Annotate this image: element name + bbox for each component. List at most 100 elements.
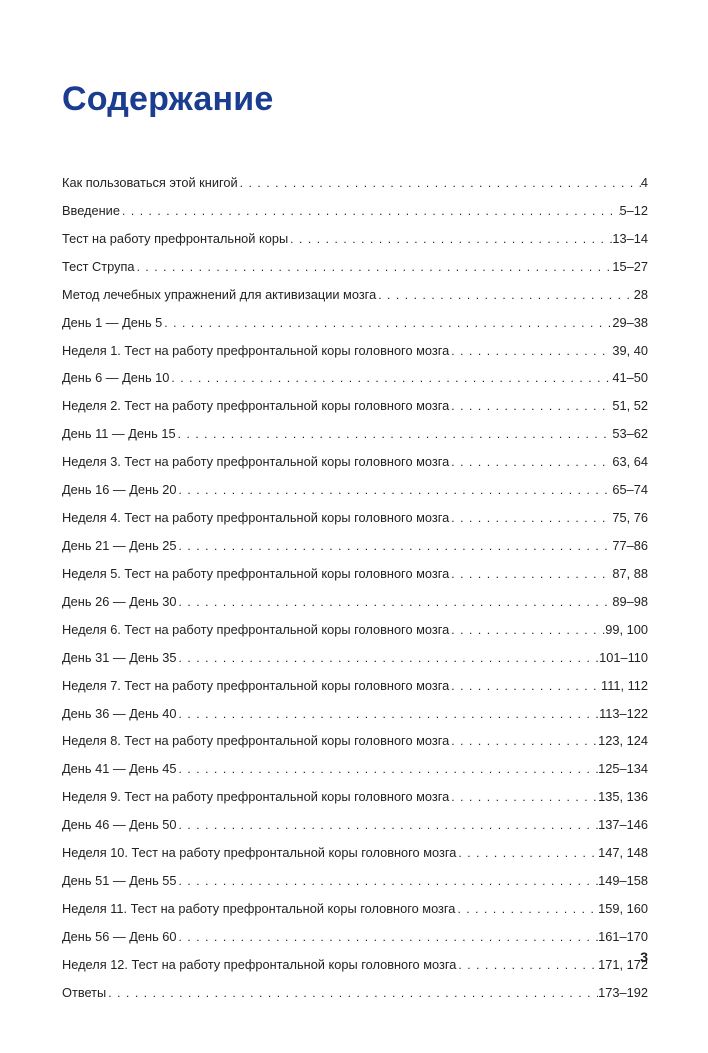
toc-entry-page: 149–158	[598, 873, 648, 890]
toc-leader-dots	[449, 734, 598, 750]
toc-entry-label: Неделя 5. Тест на работу префронтальной …	[62, 566, 449, 583]
page-number: 3	[640, 949, 648, 965]
toc-row: Введение5–12	[62, 203, 648, 220]
toc-entry-page: 111, 112	[601, 678, 648, 695]
toc-entry-label: День 56 — День 60	[62, 929, 177, 946]
toc-row: Неделя 2. Тест на работу префронтальной …	[62, 398, 648, 415]
toc-entry-page: 159, 160	[598, 901, 648, 918]
page-title: Содержание	[62, 80, 648, 119]
toc-entry-label: День 41 — День 45	[62, 761, 177, 778]
toc-row: День 46 — День 50 137–146	[62, 817, 648, 834]
toc-entry-page: 4	[641, 175, 648, 192]
toc-leader-dots	[449, 790, 598, 806]
toc-leader-dots	[449, 344, 612, 360]
toc-entry-label: Неделя 12. Тест на работу префронтальной…	[62, 957, 456, 974]
toc-entry-label: День 1 — День 5	[62, 315, 162, 332]
toc-entry-label: Неделя 7. Тест на работу префронтальной …	[62, 678, 449, 695]
toc-leader-dots	[177, 651, 600, 667]
toc-row: Ответы 173–192	[62, 985, 648, 1002]
toc-entry-label: Неделя 9. Тест на работу префронтальной …	[62, 789, 449, 806]
toc-entry-label: Неделя 8. Тест на работу префронтальной …	[62, 733, 449, 750]
toc-entry-page: 89–98	[612, 594, 648, 611]
toc-entry-page: 113–122	[599, 706, 648, 723]
toc-row: Неделя 9. Тест на работу префронтальной …	[62, 789, 648, 806]
toc-leader-dots	[120, 204, 620, 220]
toc-leader-dots	[169, 371, 612, 387]
toc-entry-page: 65–74	[612, 482, 648, 499]
toc-leader-dots	[238, 176, 641, 192]
toc-entry-page: 63, 64	[612, 454, 648, 471]
toc-entry-page: 13–14	[612, 231, 648, 248]
toc-entry-page: 87, 88	[612, 566, 648, 583]
toc-entry-label: День 26 — День 30	[62, 594, 177, 611]
toc-row: День 6 — День 1041–50	[62, 370, 648, 387]
toc-leader-dots	[449, 455, 612, 471]
toc-leader-dots	[177, 483, 613, 499]
toc-entry-label: Неделя 2. Тест на работу префронтальной …	[62, 398, 449, 415]
toc-entry-page: 75, 76	[612, 510, 648, 527]
toc-entry-page: 5–12	[620, 203, 648, 220]
toc-entry-page: 28	[634, 287, 648, 304]
toc-entry-label: Тест Струпа	[62, 259, 135, 276]
toc-row: Неделя 5. Тест на работу префронтальной …	[62, 566, 648, 583]
toc-leader-dots	[177, 930, 599, 946]
toc-entry-label: День 46 — День 50	[62, 817, 177, 834]
toc-entry-page: 125–134	[598, 761, 648, 778]
toc-leader-dots	[376, 288, 634, 304]
toc-row: День 41 — День 45 125–134	[62, 761, 648, 778]
toc-entry-label: Ответы	[62, 985, 106, 1002]
toc-row: День 1 — День 5 29–38	[62, 315, 648, 332]
toc-entry-label: Неделя 10. Тест на работу префронтальной…	[62, 845, 456, 862]
toc-row: Неделя 6. Тест на работу префронтальной …	[62, 622, 648, 639]
toc-entry-page: 77–86	[612, 538, 648, 555]
toc-leader-dots	[456, 846, 598, 862]
toc-entry-label: Метод лечебных упражнений для активизаци…	[62, 287, 376, 304]
toc-leader-dots	[106, 986, 598, 1002]
toc-entry-page: 51, 52	[612, 398, 648, 415]
toc-row: День 36 — День 40113–122	[62, 706, 648, 723]
toc-row: День 56 — День 60 161–170	[62, 929, 648, 946]
toc-entry-page: 39, 40	[612, 343, 648, 360]
toc-entry-page: 15–27	[612, 259, 648, 276]
toc-entry-label: Неделя 4. Тест на работу префронтальной …	[62, 510, 449, 527]
toc-leader-dots	[449, 623, 605, 639]
toc-entry-page: 53–62	[612, 426, 648, 443]
toc-entry-page: 99, 100	[605, 622, 648, 639]
toc-leader-dots	[456, 958, 598, 974]
toc-entry-page: 135, 136	[598, 789, 648, 806]
toc-leader-dots	[177, 762, 599, 778]
toc-entry-label: День 51 — День 55	[62, 873, 177, 890]
toc-entry-page: 147, 148	[598, 845, 648, 862]
toc-leader-dots	[449, 679, 601, 695]
toc-entry-page: 137–146	[598, 817, 648, 834]
toc-leader-dots	[449, 567, 612, 583]
toc-leader-dots	[177, 595, 613, 611]
toc-row: Неделя 7. Тест на работу префронтальной …	[62, 678, 648, 695]
toc-entry-label: День 21 — День 25	[62, 538, 177, 555]
toc-leader-dots	[288, 232, 612, 248]
table-of-contents: Как пользоваться этой книгой4 Введение5–1…	[62, 175, 648, 1001]
toc-row: Неделя 12. Тест на работу префронтальной…	[62, 957, 648, 974]
toc-row: Неделя 4. Тест на работу префронтальной …	[62, 510, 648, 527]
toc-row: День 31 — День 35101–110	[62, 650, 648, 667]
toc-entry-label: Неделя 11. Тест на работу префронтальной…	[62, 901, 455, 918]
toc-leader-dots	[449, 511, 612, 527]
toc-row: Как пользоваться этой книгой4	[62, 175, 648, 192]
toc-entry-page: 161–170	[598, 929, 648, 946]
toc-entry-label: Неделя 3. Тест на работу префронтальной …	[62, 454, 449, 471]
toc-entry-label: День 16 — День 20	[62, 482, 177, 499]
toc-row: Тест на работу префронтальной коры13–14	[62, 231, 648, 248]
toc-leader-dots	[177, 707, 600, 723]
toc-entry-page: 29–38	[612, 315, 648, 332]
toc-entry-page: 123, 124	[598, 733, 648, 750]
toc-leader-dots	[162, 316, 612, 332]
toc-entry-page: 173–192	[598, 985, 648, 1002]
toc-row: Неделя 10. Тест на работу префронтальной…	[62, 845, 648, 862]
toc-leader-dots	[135, 260, 613, 276]
page: Содержание Как пользоваться этой книгой4…	[0, 0, 708, 1053]
toc-row: День 11 — День 15 53–62	[62, 426, 648, 443]
toc-entry-page: 101–110	[599, 650, 648, 667]
toc-leader-dots	[176, 427, 613, 443]
toc-entry-label: День 11 — День 15	[62, 426, 176, 443]
toc-leader-dots	[177, 874, 599, 890]
